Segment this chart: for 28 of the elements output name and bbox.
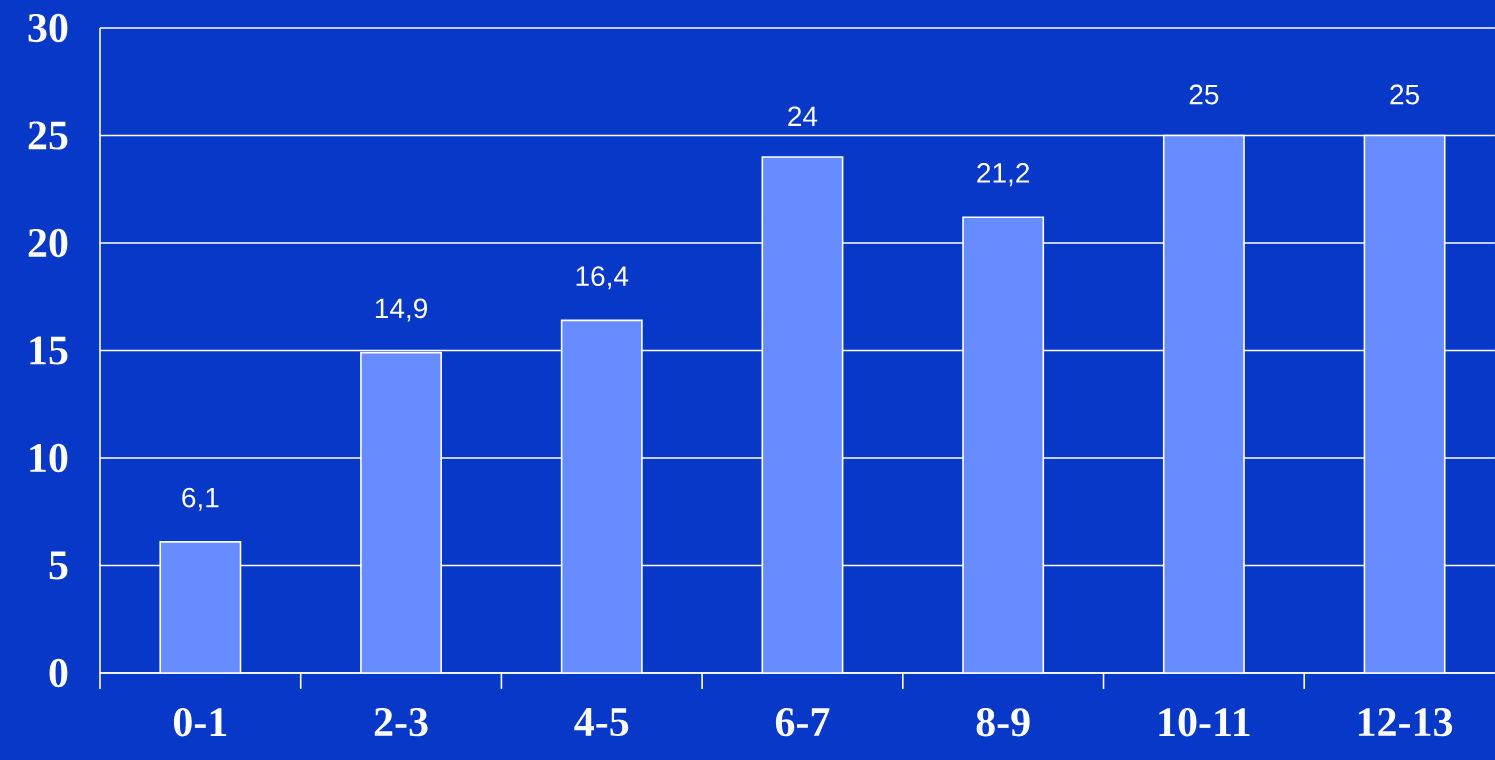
data-label: 24: [788, 106, 818, 126]
bar: [1363, 134, 1446, 673]
y-tick-label: 20: [28, 228, 68, 258]
bar: [360, 351, 442, 673]
data-label: 16,4: [576, 266, 629, 290]
bar: [560, 319, 643, 673]
y-tick-label: 25: [28, 121, 68, 150]
data-label: 25: [1390, 84, 1419, 105]
x-tick-label: 4-5: [574, 708, 629, 737]
y-tick-label: 30: [28, 13, 68, 43]
x-tick-label: 6-7: [775, 708, 830, 737]
data-label: 14,9: [375, 298, 427, 322]
x-tick-label: 0-1: [173, 708, 227, 737]
x-tick-label: 12-13: [1358, 708, 1453, 737]
data-label: 25: [1189, 84, 1219, 105]
bar: [1162, 134, 1245, 673]
bar: [962, 216, 1045, 673]
y-tick-label: 15: [30, 336, 68, 365]
y-tick-label: 0: [49, 658, 68, 688]
bar: [159, 541, 242, 673]
x-tick-label: 10-11: [1159, 708, 1250, 737]
data-label: 21,2: [977, 163, 1029, 187]
bar: [761, 156, 844, 673]
x-tick-label: 2-3: [374, 708, 428, 737]
x-tick-label: 8-9: [976, 708, 1030, 737]
data-label: 6,1: [182, 487, 219, 511]
y-tick-label: 5: [49, 551, 68, 580]
y-tick-label: 10: [30, 443, 68, 473]
